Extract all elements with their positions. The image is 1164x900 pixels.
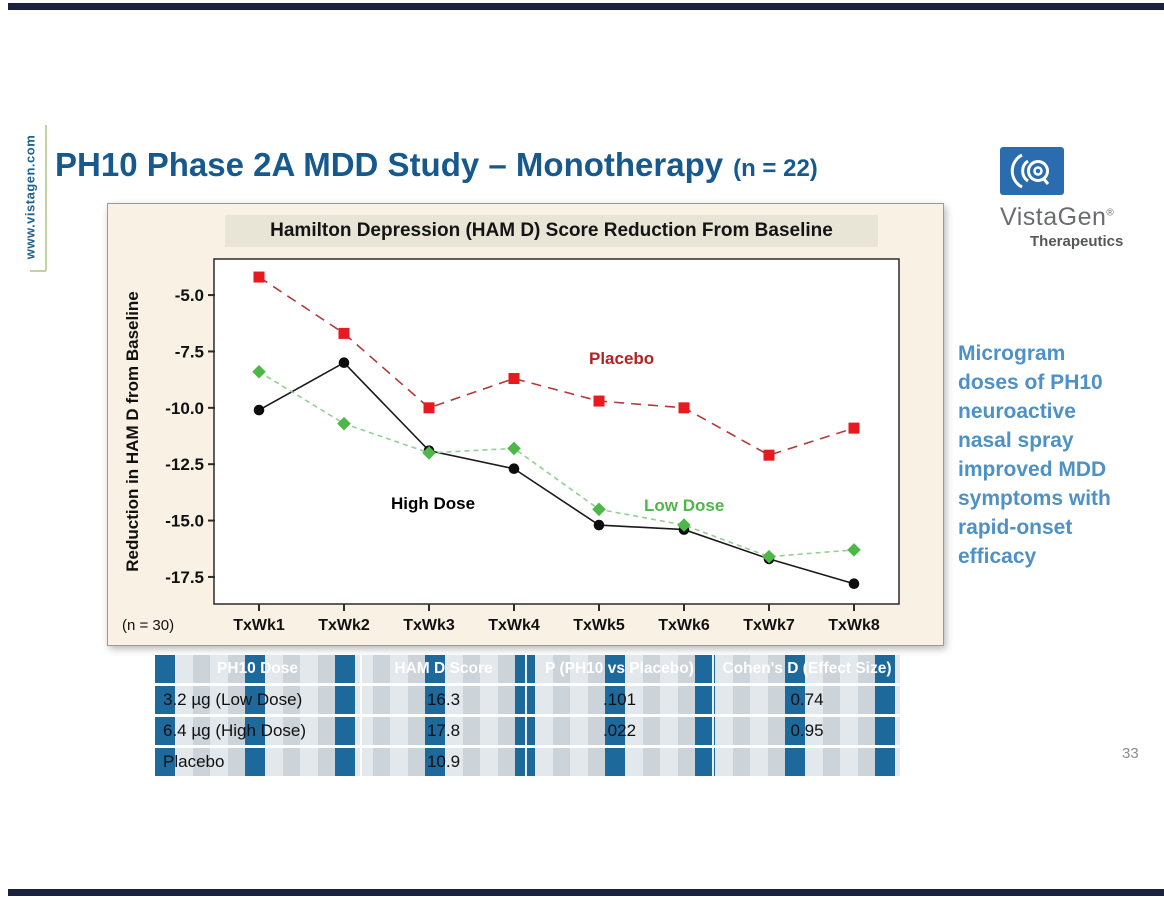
- table-header-cell: HAM D Score: [360, 655, 525, 683]
- table-cell: 10.9: [360, 748, 525, 776]
- marker-high-dose: [253, 404, 265, 416]
- vistagen-logo-icon: [1000, 147, 1064, 195]
- y-tick-label: -7.5: [175, 342, 204, 361]
- site-url-vertical: www.vistagen.com: [22, 134, 38, 260]
- slide-number: 33: [1122, 745, 1139, 762]
- slide-title-n: (n = 22): [733, 155, 818, 182]
- chart-title: Hamilton Depression (HAM D) Score Reduct…: [225, 215, 878, 247]
- marker-high-dose: [593, 519, 605, 531]
- marker-placebo: [338, 327, 350, 339]
- series-label-high-dose: High Dose: [391, 494, 475, 513]
- y-axis-title: Reduction in HAM D from Baseline: [123, 291, 142, 572]
- x-tick-label: TxWk8: [828, 617, 880, 634]
- table-header-cell: P (PH10 vs Placebo): [525, 655, 712, 683]
- plot-area: [213, 258, 900, 605]
- marker-placebo: [593, 395, 605, 407]
- marker-low-dose: [677, 518, 691, 532]
- table-header-row: PH10 Dose HAM D Score P (PH10 vs Placebo) C…: [155, 655, 900, 683]
- slide-title-main: PH10 Phase 2A MDD Study – Monotherapy: [55, 146, 724, 183]
- left-divider-line: [45, 125, 47, 271]
- slide-title: PH10 Phase 2A MDD Study – Monotherapy (n…: [55, 146, 818, 184]
- table-cell: 0.95: [712, 717, 900, 745]
- y-tick-label: -12.5: [165, 455, 204, 474]
- table-cell: 3.2 µg (Low Dose): [163, 690, 303, 709]
- marker-low-dose: [592, 502, 606, 517]
- series-label-placebo: Placebo: [589, 349, 654, 368]
- left-divider-tick: [30, 270, 46, 272]
- marker-placebo: [678, 402, 690, 414]
- key-message: Microgram doses of PH10 neuroactive nasa…: [958, 342, 1111, 568]
- table-cell: Placebo: [163, 752, 225, 771]
- marker-placebo: [253, 271, 265, 283]
- table-row: 6.4 µg (High Dose) 17.8.022 0.95: [155, 714, 900, 745]
- marker-placebo: [848, 422, 860, 434]
- y-tick-label: -15.0: [165, 512, 204, 531]
- top-accent-bar: [8, 3, 1164, 10]
- sample-size-note: (n = 30): [122, 617, 174, 634]
- series-line-high-dose: [258, 361, 855, 585]
- x-tick-label: TxWk7: [743, 617, 795, 634]
- table-header-cell: Cohen's D (Effect Size): [712, 655, 900, 683]
- marker-low-dose: [507, 441, 521, 456]
- table-row: Placebo 10.9: [155, 745, 900, 776]
- bottom-accent-bar: [8, 889, 1164, 896]
- x-tick-label: TxWk5: [573, 617, 625, 634]
- y-tick-label: -10.0: [165, 399, 204, 418]
- marker-placebo: [423, 402, 435, 414]
- logo-wordmark: VistaGen®: [1000, 203, 1115, 231]
- y-tick-label: -5.0: [175, 286, 204, 305]
- registered-mark: ®: [1106, 207, 1115, 219]
- x-tick-label: TxWk3: [403, 617, 455, 634]
- x-tick-label: TxWk6: [658, 617, 710, 634]
- marker-low-dose: [847, 543, 861, 557]
- table-cell: 6.4 µg (High Dose): [163, 721, 307, 740]
- vistagen-logo: VistaGen® Therapeutics: [1000, 147, 1164, 250]
- x-tick-label: TxWk1: [233, 617, 285, 634]
- marker-placebo: [763, 449, 775, 461]
- marker-low-dose: [252, 364, 266, 379]
- results-table: PH10 Dose HAM D Score P (PH10 vs Placebo) C…: [155, 655, 900, 776]
- series-line-low-dose: [258, 371, 855, 558]
- marker-high-dose: [848, 578, 860, 590]
- table-cell: .101: [525, 686, 712, 714]
- table-cell: .022: [525, 717, 712, 745]
- marker-low-dose: [422, 446, 436, 460]
- table-header-cell: PH10 Dose: [217, 660, 298, 677]
- table-cell: 0.74: [712, 686, 900, 714]
- table-cell: [712, 748, 900, 776]
- table-cell: 17.8: [360, 717, 525, 745]
- logo-subtitle: Therapeutics: [1030, 233, 1124, 250]
- x-tick-label: TxWk2: [318, 617, 370, 634]
- marker-low-dose: [337, 416, 351, 431]
- marker-placebo: [508, 373, 520, 385]
- chart-panel: Hamilton Depression (HAM D) Score Reduct…: [107, 203, 944, 646]
- series-line-placebo: [258, 276, 855, 457]
- table-row: 3.2 µg (Low Dose) 16.3.101 0.74: [155, 683, 900, 714]
- ham-d-chart: -5.0 -7.5 -10.0 -12.5 -15.0 -17.5 TxWk1 TxWk2 Tx…: [122, 258, 900, 634]
- x-tick-label: TxWk4: [488, 617, 540, 634]
- series-label-low-dose: Low Dose: [644, 496, 724, 515]
- marker-high-dose: [338, 357, 350, 369]
- table-cell: 16.3: [360, 686, 525, 714]
- y-tick-label: -17.5: [165, 568, 204, 587]
- table-cell: [525, 748, 712, 776]
- marker-high-dose: [508, 463, 520, 475]
